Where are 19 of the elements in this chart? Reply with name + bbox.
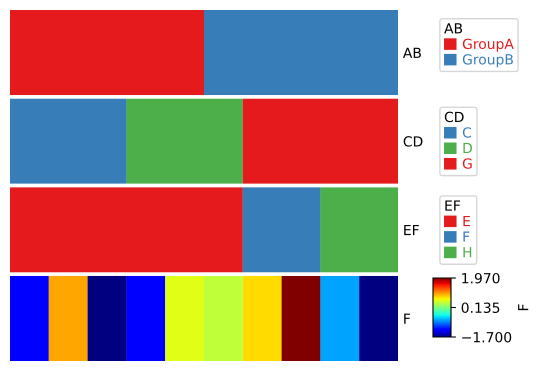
y-tick-label: AB [402,48,421,58]
text: E [463,216,470,226]
y-tick-label: F [404,314,410,324]
y-tick-label: EF [404,224,419,236]
text: C [462,127,472,138]
color-bar-label: 1.970 [462,272,500,284]
text: F [463,232,470,242]
legend-label: GroupB [462,54,513,68]
legend-label: GroupA [462,38,514,52]
color-bar-label: −1.700 [462,332,512,342]
color-bar-title: F [518,304,528,310]
text: G [462,158,472,169]
legend-title: EF [445,200,460,211]
color-bar-label: 0.135 [462,302,500,313]
text: H [463,247,472,258]
legend-title: CD [444,112,464,122]
legend-title: AB [444,23,462,34]
y-tick-label: CD [404,136,422,147]
legend-label: D [463,142,472,154]
